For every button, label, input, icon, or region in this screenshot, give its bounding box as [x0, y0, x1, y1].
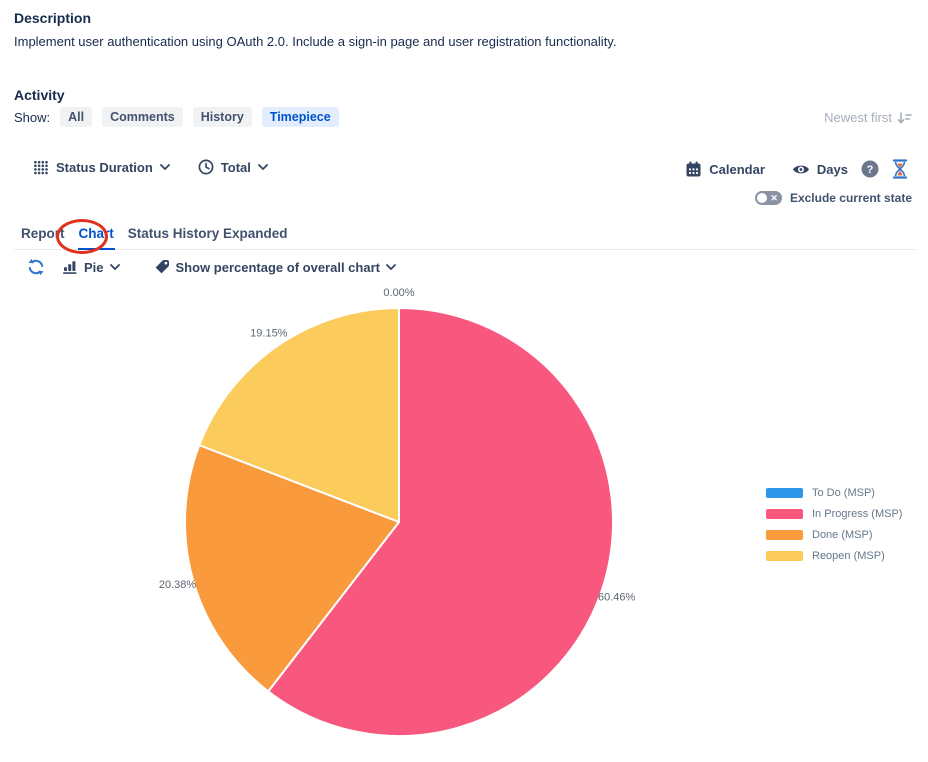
pie-data-label: 19.15% [250, 327, 288, 339]
pie-data-label: 60.46% [598, 591, 636, 603]
calendar-button[interactable]: Calendar [685, 161, 765, 178]
status-duration-label: Status Duration [56, 159, 153, 175]
pie-slice[interactable] [184, 444, 400, 693]
filter-all-button[interactable]: All [60, 107, 93, 127]
sort-order-control[interactable]: Newest first [824, 110, 912, 125]
legend-label: Done (MSP) [812, 529, 873, 541]
chart-type-label: Pie [84, 259, 104, 275]
tab-chart[interactable]: Chart [77, 226, 115, 250]
filter-history-button[interactable]: History [192, 107, 252, 127]
legend-item[interactable]: To Do (MSP) [766, 487, 902, 499]
legend-item[interactable]: Reopen (MSP) [766, 550, 902, 562]
eye-icon [792, 163, 810, 176]
svg-text:?: ? [867, 164, 874, 176]
pie-data-label: 20.38% [159, 579, 197, 591]
legend-label: Reopen (MSP) [812, 550, 885, 562]
tab-report[interactable]: Report [21, 226, 65, 241]
tag-icon [154, 259, 170, 275]
pie-data-label: 0.00% [383, 287, 414, 299]
chart-legend: To Do (MSP) In Progress (MSP) Done (MSP) Re… [766, 487, 902, 562]
total-label: Total [220, 159, 251, 175]
legend-item[interactable]: Done (MSP) [766, 529, 902, 541]
legend-swatch [766, 551, 803, 561]
filter-comments-button[interactable]: Comments [102, 107, 183, 127]
chevron-down-icon [109, 264, 120, 270]
pie-slice[interactable] [198, 307, 400, 523]
pie-chart: 0.00% 60.46% 20.38% 19.15% [159, 287, 636, 737]
description-body: Implement user authentication using OAut… [14, 34, 617, 49]
report-tabs-bar: Report Chart Status History Expanded [14, 226, 916, 250]
display-mode-label: Show percentage of overall chart [175, 259, 380, 275]
days-label: Days [816, 161, 848, 177]
sort-order-label: Newest first [824, 110, 892, 125]
toggle-knob [756, 193, 767, 203]
display-mode-dropdown[interactable]: Show percentage of overall chart [154, 259, 396, 275]
legend-swatch [766, 488, 803, 498]
grid-icon [33, 160, 49, 175]
description-title: Description [14, 10, 92, 26]
status-duration-dropdown[interactable]: Status Duration [33, 160, 170, 175]
calendar-icon [685, 161, 702, 178]
toggle-off-x-icon: ✕ [770, 193, 778, 203]
legend-item[interactable]: In Progress (MSP) [766, 508, 902, 520]
hourglass-icon[interactable] [892, 159, 908, 179]
legend-swatch [766, 530, 803, 540]
help-icon[interactable]: ? [861, 160, 879, 178]
chevron-down-icon [159, 164, 170, 170]
filter-timepiece-button[interactable]: Timepiece [261, 107, 339, 127]
tab-status-history-expanded[interactable]: Status History Expanded [127, 226, 288, 241]
total-dropdown[interactable]: Total [198, 159, 268, 175]
pie-slice[interactable] [267, 307, 614, 737]
chart-type-dropdown[interactable]: Pie [62, 259, 120, 275]
legend-label: In Progress (MSP) [812, 508, 903, 520]
activity-title: Activity [14, 87, 65, 103]
chevron-down-icon [257, 164, 268, 170]
legend-label: To Do (MSP) [812, 487, 875, 499]
bar-chart-icon [62, 259, 78, 275]
show-label: Show: [14, 109, 51, 125]
days-unit-button[interactable]: Days [792, 162, 848, 177]
exclude-current-state-label: Exclude current state [789, 191, 912, 205]
chevron-down-icon [386, 264, 396, 270]
sort-descending-icon [897, 111, 912, 125]
calendar-label: Calendar [709, 161, 765, 177]
exclude-current-state-toggle[interactable]: ✕ [754, 191, 782, 205]
legend-swatch [766, 509, 803, 519]
refresh-icon[interactable] [27, 258, 45, 276]
clock-icon [198, 159, 214, 175]
